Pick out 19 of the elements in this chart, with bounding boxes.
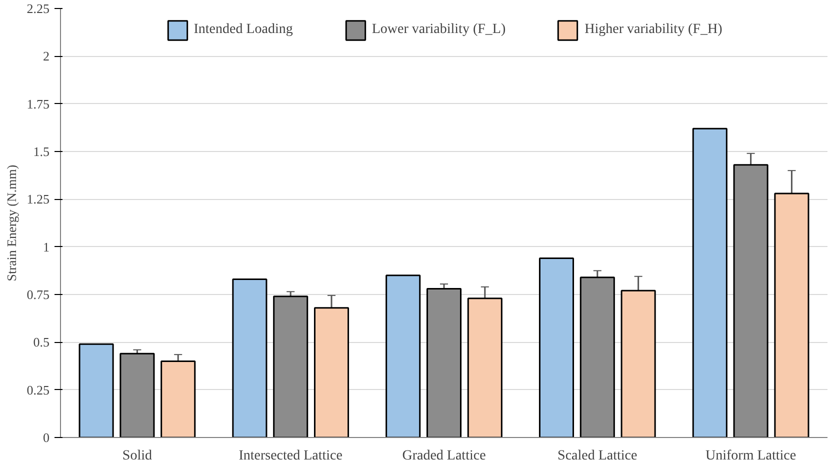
legend-label: Lower variability (F_L) [372, 22, 506, 38]
y-tick-label: 0.25 [26, 382, 50, 398]
y-tick-label: 1.25 [26, 192, 50, 207]
y-tick-label: 0.5 [33, 334, 50, 350]
y-tick-label: 2.25 [26, 1, 50, 16]
y-tick-label: 1.75 [26, 96, 50, 112]
x-tick-label: Scaled Lattice [558, 448, 638, 464]
x-tick-label: Solid [122, 448, 152, 464]
x-tick-label: Graded Lattice [402, 448, 486, 464]
y-tick-label: 0 [43, 430, 50, 445]
legend-label: Intended Loading [194, 22, 293, 38]
y-tick-label: 2 [43, 48, 50, 64]
y-axis-title: Strain Energy (N.mm) [4, 164, 19, 282]
y-tick-label: 0.75 [26, 287, 50, 302]
y-tick-label: 1 [43, 239, 50, 254]
x-tick-label: Intersected Lattice [238, 448, 342, 464]
x-tick-label: Uniform Lattice [706, 448, 796, 464]
legend-label: Higher variability (F_H) [584, 22, 722, 38]
y-tick-label: 1.5 [33, 144, 50, 159]
